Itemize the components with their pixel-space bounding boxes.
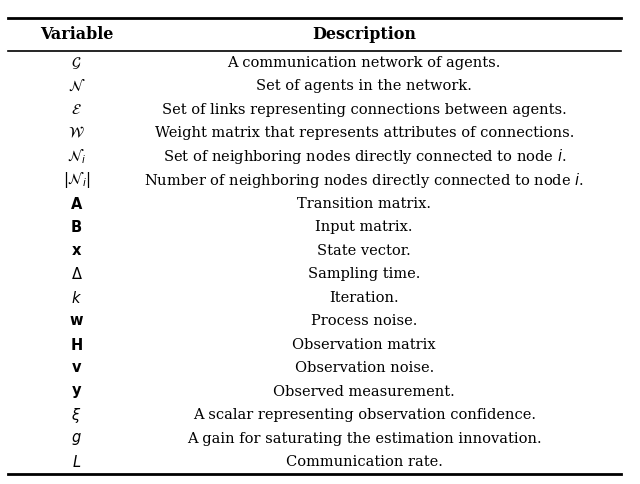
Text: A communication network of agents.: A communication network of agents. <box>228 56 501 70</box>
Text: A gain for saturating the estimation innovation.: A gain for saturating the estimation inn… <box>187 432 541 446</box>
Text: Process noise.: Process noise. <box>311 314 417 328</box>
Text: Number of neighboring nodes directly connected to node $i$.: Number of neighboring nodes directly con… <box>144 171 584 190</box>
Text: Communication rate.: Communication rate. <box>286 455 443 469</box>
Text: Observation noise.: Observation noise. <box>294 361 434 375</box>
Text: Set of agents in the network.: Set of agents in the network. <box>256 79 472 93</box>
Text: $\mathcal{N}$: $\mathcal{N}$ <box>68 78 85 94</box>
Text: Observation matrix: Observation matrix <box>292 338 436 352</box>
Text: Set of links representing connections between agents.: Set of links representing connections be… <box>162 103 566 117</box>
Text: $\mathbf{w}$: $\mathbf{w}$ <box>69 314 84 328</box>
Text: Description: Description <box>312 26 416 43</box>
Text: $\mathcal{G}$: $\mathcal{G}$ <box>71 55 82 71</box>
Text: Sampling time.: Sampling time. <box>308 267 420 281</box>
Text: $\mathbf{y}$: $\mathbf{y}$ <box>71 384 82 400</box>
Text: Iteration.: Iteration. <box>330 291 399 305</box>
Text: A scalar representing observation confidence.: A scalar representing observation confid… <box>193 408 536 422</box>
Text: Transition matrix.: Transition matrix. <box>297 197 431 211</box>
Text: $\mathbf{B}$: $\mathbf{B}$ <box>70 219 83 235</box>
Text: $\mathbf{H}$: $\mathbf{H}$ <box>70 337 83 353</box>
Text: $|\mathcal{N}_i|$: $|\mathcal{N}_i|$ <box>63 170 90 190</box>
Text: $\mathcal{W}$: $\mathcal{W}$ <box>68 126 84 141</box>
Text: $L$: $L$ <box>72 454 81 470</box>
Text: $\mathcal{N}_i$: $\mathcal{N}_i$ <box>67 147 86 166</box>
Text: State vector.: State vector. <box>317 244 411 257</box>
Text: $\mathbf{v}$: $\mathbf{v}$ <box>71 361 82 375</box>
Text: $k$: $k$ <box>71 290 82 306</box>
Text: $\mathcal{E}$: $\mathcal{E}$ <box>71 103 82 117</box>
Text: $\mathbf{A}$: $\mathbf{A}$ <box>70 196 83 212</box>
Text: Observed measurement.: Observed measurement. <box>273 385 455 399</box>
Text: $g$: $g$ <box>71 431 82 447</box>
Text: $\xi$: $\xi$ <box>71 406 82 424</box>
Text: Set of neighboring nodes directly connected to node $i$.: Set of neighboring nodes directly connec… <box>163 147 566 166</box>
Text: $\Delta$: $\Delta$ <box>70 266 83 282</box>
Text: $\mathbf{x}$: $\mathbf{x}$ <box>71 244 82 257</box>
Text: Variable: Variable <box>40 26 113 43</box>
Text: Weight matrix that represents attributes of connections.: Weight matrix that represents attributes… <box>154 126 574 140</box>
Text: Input matrix.: Input matrix. <box>316 220 413 234</box>
